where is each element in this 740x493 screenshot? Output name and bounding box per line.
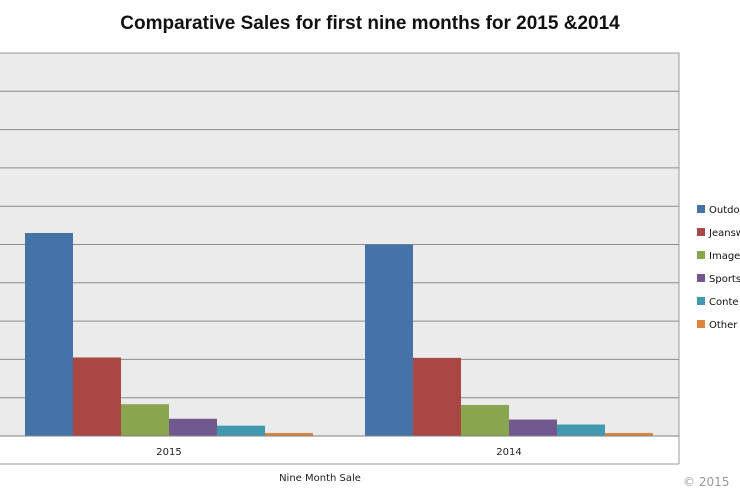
x-tick-label-2015: 2015 [156, 447, 181, 458]
legend-label: Sports [709, 274, 740, 285]
legend-label: Image [709, 251, 740, 262]
legend-swatch [697, 251, 705, 259]
legend-swatch [697, 297, 705, 305]
x-axis-tick-labels: 2015 2014 [156, 447, 521, 458]
legend: Outdo Jeansw Image Sports Conte Other [697, 205, 740, 331]
legend-label: Jeansw [708, 228, 740, 239]
copyright-text: © 2015 [683, 475, 729, 489]
legend-swatch [697, 320, 705, 328]
legend-item-jeansw: Jeansw [697, 228, 740, 239]
legend-label: Other [709, 320, 738, 331]
x-tick-label-2014: 2014 [496, 447, 521, 458]
bar-other-2014 [605, 432, 653, 436]
bar-image-2014 [461, 404, 509, 436]
bar-sports-2015 [169, 418, 217, 436]
legend-item-sports: Sports [697, 274, 740, 285]
legend-swatch [697, 205, 705, 213]
legend-item-conte: Conte [697, 297, 739, 308]
bar-outdo-2015 [25, 233, 73, 436]
bar-outdo-2014 [365, 244, 413, 436]
legend-label: Conte [709, 297, 739, 308]
bar-image-2015 [121, 404, 169, 436]
bar-jeansw-2015 [73, 357, 121, 436]
x-axis-category-box [0, 436, 680, 465]
plot-area [0, 52, 680, 465]
chart-title: Comparative Sales for first nine months … [120, 13, 620, 34]
bar-conte-2014 [557, 424, 605, 436]
bar-conte-2015 [217, 425, 265, 436]
legend-item-other: Other [697, 320, 738, 331]
bar-jeansw-2014 [413, 357, 461, 436]
legend-item-image: Image [697, 251, 740, 262]
bars [25, 233, 653, 436]
x-axis-title: Nine Month Sale [279, 473, 361, 484]
legend-swatch [697, 274, 705, 282]
legend-item-outdo: Outdo [697, 205, 740, 216]
legend-label: Outdo [709, 205, 740, 216]
bar-sports-2014 [509, 419, 557, 436]
bar-other-2015 [265, 432, 313, 436]
legend-swatch [697, 228, 705, 236]
gridlines [0, 90, 679, 399]
